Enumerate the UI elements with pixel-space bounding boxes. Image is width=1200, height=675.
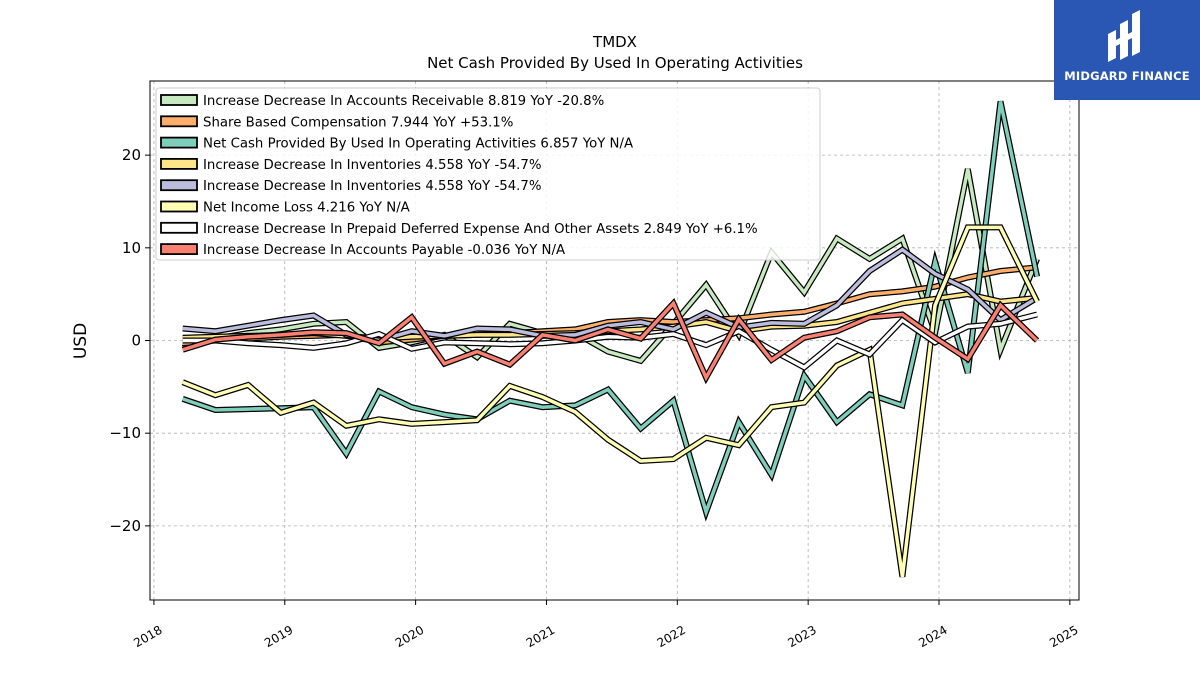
legend-swatch: [160, 115, 198, 128]
legend-label: Share Based Compensation 7.944 YoY +53.1…: [203, 115, 513, 130]
legend-box: [155, 87, 821, 261]
y-tick-label: −20: [109, 517, 141, 535]
series-line-stroke: [182, 101, 1039, 518]
series-line-stroke: [182, 225, 1039, 578]
y-tick-label: 20: [122, 146, 141, 164]
legend-swatch: [160, 157, 198, 170]
x-tick-label: 2019: [262, 623, 295, 650]
legend-label: Net Cash Provided By Used In Operating A…: [203, 137, 633, 152]
y-axis-label: USD: [71, 323, 91, 359]
logo-text: MIDGARD FINANCE: [1064, 69, 1190, 83]
series-7-line: [182, 311, 1038, 371]
x-tick-label: 2024: [916, 623, 949, 650]
legend-swatch: [160, 136, 198, 149]
legend-label: Increase Decrease In Inventories 4.558 Y…: [203, 158, 542, 173]
y-tick-label: 10: [122, 239, 141, 257]
series-line-stroke: [182, 300, 1039, 382]
series-3-line: [181, 100, 1041, 522]
x-tick-label: 2023: [785, 623, 818, 650]
legend-swatch: [160, 94, 198, 106]
series-line-stroke: [182, 247, 1039, 343]
x-tick-label: 2025: [1047, 623, 1080, 650]
x-tick-label: 2022: [655, 623, 688, 650]
legend-label: Net Income Loss 4.216 YoY N/A: [203, 201, 410, 216]
y-tick-label: −10: [109, 424, 141, 442]
chart-subtitle: Net Cash Provided By Used In Operating A…: [427, 54, 803, 72]
legend-label: Increase Decrease In Accounts Receivable…: [203, 94, 604, 109]
legend-swatch: [160, 200, 198, 213]
legend-swatch: [160, 179, 198, 192]
legend-label: Increase Decrease In Prepaid Deferred Ex…: [203, 222, 758, 237]
legend-swatch: [160, 243, 198, 256]
midgard-logo-icon: [1108, 10, 1140, 62]
legend-label: Increase Decrease In Accounts Payable -0…: [203, 243, 565, 258]
legend-swatch: [160, 221, 198, 234]
x-tick-label: 2018: [131, 623, 164, 650]
midgard-finance-logo: MIDGARD FINANCE: [1054, 0, 1200, 100]
series-6-line: [181, 224, 1040, 578]
series-8-line: [181, 298, 1040, 385]
x-tick-label: 2021: [524, 623, 557, 650]
series-5-line: [182, 246, 1039, 344]
series-lines: [181, 100, 1041, 578]
y-tick-label: 0: [131, 332, 141, 350]
legend-label: Increase Decrease In Inventories 4.558 Y…: [203, 179, 542, 194]
chart-title: TMDX: [592, 33, 637, 51]
x-tick-label: 2020: [393, 623, 426, 650]
series-line-stroke: [182, 312, 1038, 370]
legend: Increase Decrease In Accounts Receivable…: [155, 87, 821, 261]
